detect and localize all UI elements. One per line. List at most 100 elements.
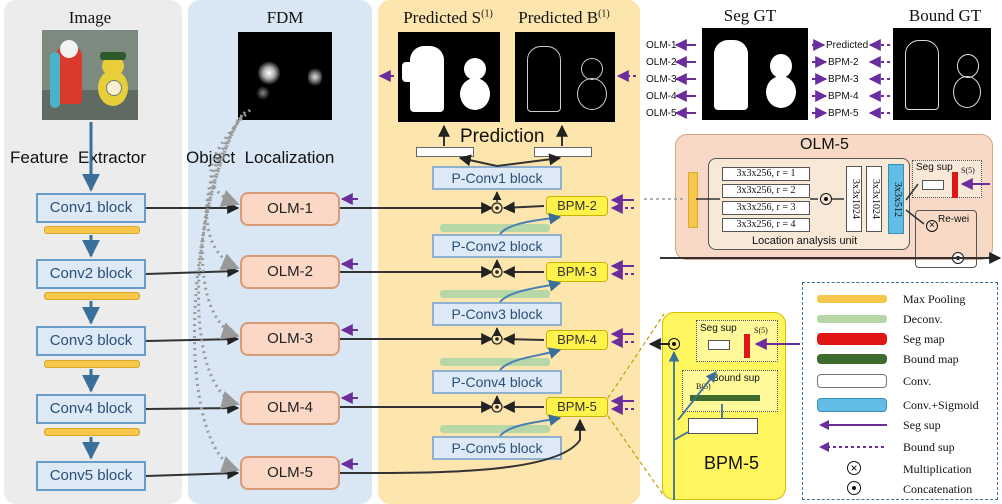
bpm5-b-label: B(5) — [696, 382, 711, 391]
legend-deconv: Deconv. — [803, 309, 993, 329]
pconv3-block: P-Conv3 block — [432, 302, 562, 326]
seg-gt-title: Seg GT — [723, 6, 777, 25]
legend-concatenation: Concatenation — [803, 479, 993, 499]
olm2-block: OLM-2 — [240, 255, 340, 289]
bpm5-bound-sup-box — [682, 370, 778, 412]
bpm5-seg-map — [744, 334, 750, 358]
legend-bound-map: Bound map — [803, 349, 993, 369]
gt-right-label-4: BPM-4 — [828, 91, 859, 102]
reweight-multiply-symbol: × — [926, 220, 938, 232]
prediction-output-arrows — [438, 124, 568, 167]
deconv-5 — [440, 425, 550, 433]
prediction-label: Prediction — [460, 126, 545, 147]
max-pool-4 — [44, 428, 140, 436]
conv-to-olm-arrows — [145, 202, 240, 480]
gt-left-label-4: OLM-4 — [646, 91, 677, 102]
bpm4-block: BPM-4 — [546, 330, 608, 350]
bpm3-block: BPM-3 — [546, 262, 608, 282]
bpm5-zoom-lines — [607, 313, 665, 497]
max-pool-2 — [44, 292, 140, 300]
multiplication-icon: × — [847, 461, 861, 475]
input-image — [42, 30, 138, 120]
max-pool-3 — [44, 360, 140, 368]
fdm-image — [238, 32, 332, 120]
bpm-to-concat-arrows — [502, 201, 545, 413]
bound-supervision-arrows — [610, 70, 636, 415]
gt-right-label-5: BPM-5 — [828, 108, 859, 119]
deconv-4 — [440, 358, 550, 366]
seg-sup-arrow-icon — [819, 420, 887, 430]
pconv4-block: P-Conv4 block — [432, 370, 562, 394]
seg-gt-image — [702, 28, 808, 120]
conv-1024-b: 3x3x1024 — [866, 166, 882, 232]
legend-seg-sup: Seg sup — [803, 415, 993, 435]
olm1-block: OLM-1 — [240, 192, 340, 226]
gt-bound-label-arrows — [868, 39, 890, 119]
gt-right-label-3: BPM-3 — [828, 74, 859, 85]
gt-left-label-2: OLM-2 — [646, 57, 677, 68]
conv5-block: Conv5 block — [36, 461, 146, 491]
conv2-block: Conv2 block — [36, 259, 146, 289]
olm5-concat-symbol — [820, 193, 832, 205]
bpm5-bound-sup-label: Bound sup — [712, 373, 760, 384]
legend-bound-sup: Bound sup — [803, 437, 993, 457]
olm5-detail-title: OLM-5 — [800, 136, 849, 153]
pred-conv-left — [416, 147, 474, 157]
reweight-box — [915, 210, 977, 268]
gt-label-arrows — [674, 39, 828, 119]
legend-multiplication: × Multiplication — [803, 459, 993, 479]
bpm5-conv — [688, 418, 758, 434]
legend-box: Max Pooling Deconv. Seg map Bound map Co… — [802, 282, 998, 500]
olm3-block: OLM-3 — [240, 322, 340, 356]
bpm5-seg-sup-label: Seg sup — [700, 323, 737, 334]
dilated-branch-1: 3x3x256, r = 1 — [722, 167, 810, 181]
legend-conv: Conv. — [803, 371, 993, 391]
max-pool-1 — [44, 226, 140, 234]
pconv2-block: P-Conv2 block — [432, 234, 562, 258]
reweight-label: Re-wei — [938, 214, 970, 225]
dilated-branch-2: 3x3x256, r = 2 — [722, 184, 810, 198]
conv4-block: Conv4 block — [36, 394, 146, 424]
conv3-block: Conv3 block — [36, 326, 146, 356]
fdm-title: FDM — [266, 8, 304, 27]
bpm5-bound-map — [690, 395, 760, 401]
dilated-branch-4: 3x3x256, r = 4 — [722, 218, 810, 232]
predicted-b-title: Predicted B(1) — [518, 8, 610, 27]
gt-left-label-3: OLM-3 — [646, 74, 677, 85]
bound-sup-arrow-icon — [819, 442, 887, 452]
bpm2-block: BPM-2 — [546, 196, 608, 216]
pconv-to-bpm-arrows — [499, 212, 562, 437]
gt-left-label-1: OLM-1 — [646, 40, 677, 51]
gt-left-label-5: OLM-5 — [646, 108, 677, 119]
deconv-2 — [440, 224, 550, 232]
olm5-detail-arrows — [644, 183, 1002, 264]
gt-right-label-2: BPM-2 — [828, 57, 859, 68]
bound-gt-image — [893, 28, 991, 120]
pconv1-block: P-Conv1 block — [432, 166, 562, 190]
olm4-block: OLM-4 — [240, 391, 340, 425]
olm5-s-label: S(5) — [961, 166, 975, 175]
fdm-guidance-arrows — [193, 108, 252, 474]
location-analysis-label: Location analysis unit — [752, 235, 858, 247]
olm5-seg-map — [952, 172, 958, 198]
conv1-block: Conv1 block — [36, 193, 146, 223]
olm5-seg-sup-label: Seg sup — [916, 162, 953, 173]
bpm5-seg-conv — [708, 340, 730, 350]
pred-conv-right — [534, 147, 592, 157]
legend-seg-map: Seg map — [803, 329, 993, 349]
feature-extractor-label: Feature Extractor — [10, 148, 147, 167]
olm5-input-bar — [688, 172, 698, 228]
bpm5-detail-arrows — [668, 350, 723, 500]
legend-conv-sigmoid: Conv.+Sigmoid — [803, 395, 993, 415]
predicted-s-title: Predicted S(1) — [403, 8, 493, 27]
predicted-s-image — [398, 32, 500, 122]
conv-1024-a: 3x3x1024 — [846, 166, 862, 232]
dilated-branch-3: 3x3x256, r = 3 — [722, 201, 810, 215]
predicted-b-image — [515, 32, 615, 122]
deconv-3 — [440, 290, 550, 298]
olm5-block: OLM-5 — [240, 456, 340, 490]
supervision-arrows — [340, 70, 990, 470]
bpm5-block: BPM-5 — [546, 397, 608, 417]
concatenation-icon — [847, 481, 861, 495]
